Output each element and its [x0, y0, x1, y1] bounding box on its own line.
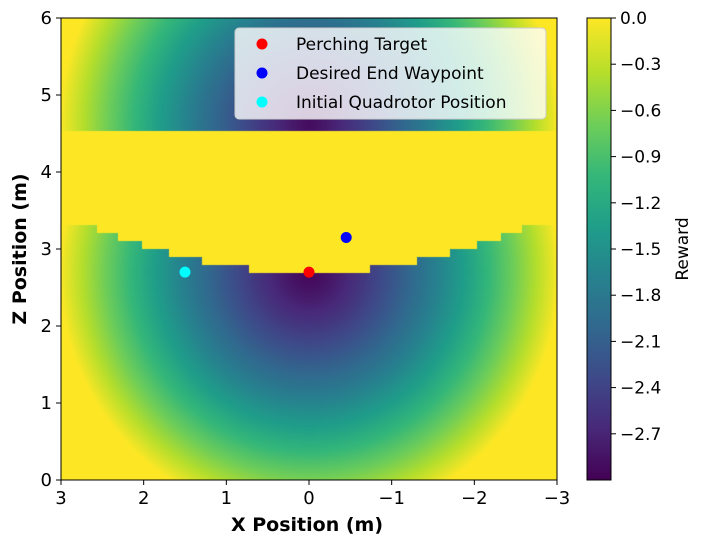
colorbar-tick-label: −2.7: [620, 425, 661, 445]
legend-marker: [256, 96, 268, 108]
colorbar-tick-label: −0.6: [620, 101, 661, 121]
y-tick-label: 2: [41, 316, 52, 337]
data-points: [179, 231, 352, 278]
legend-label: Desired End Waypoint: [296, 64, 484, 84]
colorbar-ticks: 0.0 −0.3 −0.6 −0.9 −1.2 −1.5 −1.8 −2.1 −2.4 −2.7: [611, 9, 661, 445]
x-axis-ticks: 3 2 1 0 −1 −2 −3: [55, 480, 570, 509]
legend-label: Perching Target: [296, 35, 427, 55]
x-tick-label: −1: [378, 488, 405, 509]
colorbar-label: Reward: [673, 217, 693, 280]
y-tick-label: 3: [41, 239, 52, 260]
y-tick-label: 6: [41, 8, 52, 29]
colorbar-tick-label: −1.8: [620, 286, 661, 306]
colorbar-tick-label: −2.1: [620, 332, 661, 352]
x-tick-label: 2: [138, 488, 149, 509]
x-tick-label: −3: [544, 488, 571, 509]
colorbar: 0.0−0.3−0.6−0.9−1.2−1.5−1.8−2.1−2.4−2.7 …: [586, 9, 693, 481]
y-tick-label: 1: [41, 393, 52, 414]
data-point: [340, 231, 352, 243]
colorbar-gradient: [586, 17, 612, 481]
y-axis-ticks: 0 1 2 3 4 5 6: [41, 8, 61, 491]
y-tick-label: 4: [41, 162, 52, 183]
y-axis-label: Z Position (m): [9, 173, 31, 324]
x-tick-label: 1: [221, 488, 232, 509]
x-tick-label: 0: [303, 488, 314, 509]
colorbar-tick-label: −0.9: [620, 148, 661, 168]
colorbar-tick-label: −1.5: [620, 240, 661, 260]
legend-marker: [256, 67, 268, 79]
colorbar-tick-label: 0.0: [620, 9, 647, 29]
legend: Perching Target Desired End Waypoint Initi…: [234, 27, 547, 120]
colorbar-tick-label: −0.3: [620, 55, 661, 75]
data-point: [179, 266, 191, 278]
x-axis-label: X Position (m): [231, 514, 383, 536]
colorbar-tick-label: −1.2: [620, 194, 661, 214]
x-tick-label: 3: [55, 488, 66, 509]
y-tick-label: 0: [41, 470, 52, 491]
data-point: [303, 266, 315, 278]
legend-marker: [256, 38, 268, 50]
y-tick-label: 5: [41, 85, 52, 106]
x-tick-label: −2: [461, 488, 488, 509]
colorbar-tick-label: −2.4: [620, 379, 661, 399]
legend-label: Initial Quadrotor Position: [296, 93, 506, 113]
legend-box: [234, 27, 547, 120]
